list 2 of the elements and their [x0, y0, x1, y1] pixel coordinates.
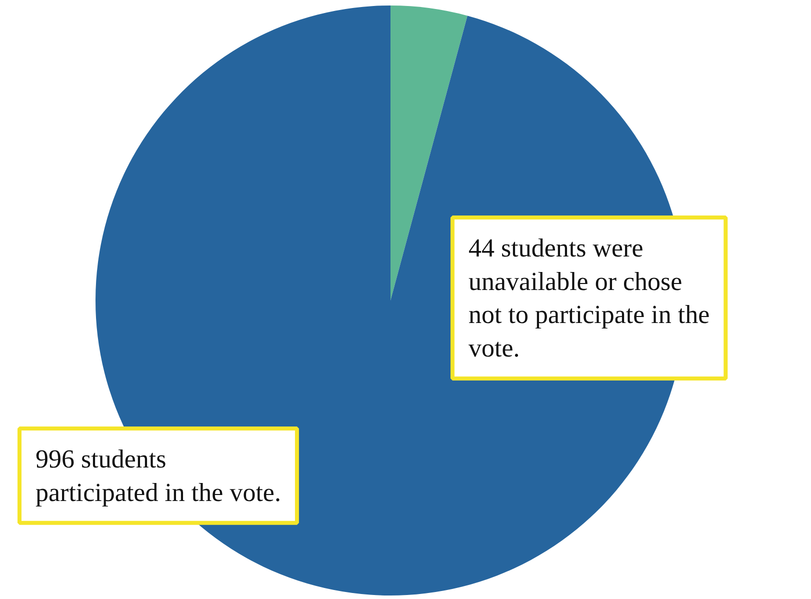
text: 996 students participated in the vote. [36, 444, 281, 507]
text: 44 students were unavailable or chose not to participate in the vote. [468, 234, 710, 363]
